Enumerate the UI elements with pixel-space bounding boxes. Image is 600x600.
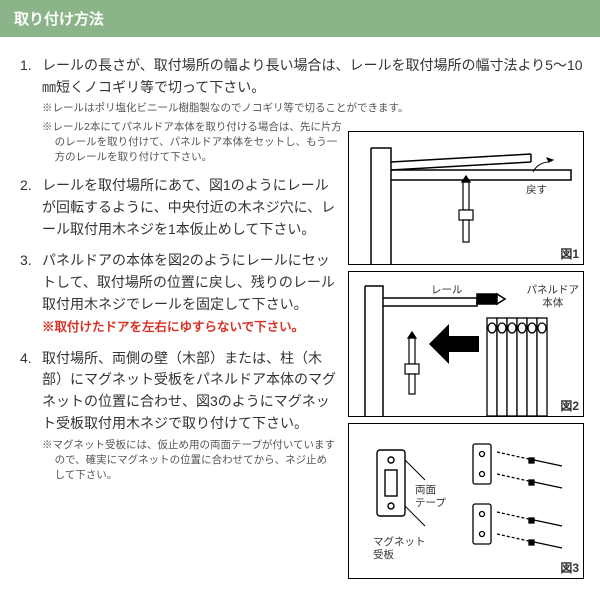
figure-1: 戻す 図1 [348, 131, 584, 265]
fig2-label: 図2 [560, 397, 579, 414]
figure-3: 両面 テープ マグネット 受板 図3 [348, 423, 584, 579]
header-title: 取り付け方法 [14, 11, 104, 28]
left-column: レールを取付場所にあて、図1のようにレールが回転するように、中央付近の木ネジ穴に… [16, 175, 336, 483]
fig2-ann1: レール [431, 282, 463, 297]
fig3-label: 図3 [560, 559, 579, 576]
step-4-note1: ※マグネット受板には、仮止め用の両面テープが付いていますので、確実にマグネットの… [42, 438, 336, 484]
fig2-ann2: パネルドア 本体 [527, 284, 580, 309]
fig1-ann1: 戻す [526, 182, 547, 197]
fig3-ann1: 両面 テープ [415, 484, 446, 509]
content: レールの長さが、取付場所の幅より長い場合は、レールを取付場所の幅寸法より5～10… [0, 37, 600, 509]
step-3-warn: ※取付けたドアを左右にゆすらないで下さい。 [42, 318, 336, 337]
right-column: 戻す 図1 [348, 131, 584, 585]
steps-list-2: レールを取付場所にあて、図1のようにレールが回転するように、中央付近の木ネジ穴に… [16, 175, 336, 483]
step-1-text: レールの長さが、取付場所の幅より長い場合は、レールを取付場所の幅寸法より5～10… [42, 57, 583, 95]
fig1-label: 図1 [560, 245, 579, 262]
figure-1-svg [349, 132, 583, 266]
step-2-text: レールを取付場所にあて、図1のようにレールが回転するように、中央付近の木ネジ穴に… [42, 177, 335, 236]
step-1-note1: ※レールはポリ塩化ビニール樹脂製なのでノコギリ等で切ることができます。 [42, 101, 584, 116]
header: 取り付け方法 [0, 0, 600, 37]
step-2: レールを取付場所にあて、図1のようにレールが回転するように、中央付近の木ネジ穴に… [16, 175, 336, 240]
step-4-text: 取付場所、両側の壁（木部）または、柱（木部）にマグネット受板をパネルドア本体のマ… [42, 350, 336, 431]
step-3: パネルドアの本体を図2のようにレールにセットして、取付場所の位置に戻し、残りのレ… [16, 250, 336, 337]
step-3-text: パネルドアの本体を図2のようにレールにセットして、取付場所の位置に戻し、残りのレ… [42, 252, 335, 311]
figure-2: レール パネルドア 本体 図2 [348, 271, 584, 417]
arrow-left-icon [429, 324, 479, 364]
step-1-note2: ※レール2本にてパネルドア本体を取り付ける場合は、先に片方のレールを取り付けて、… [42, 120, 342, 166]
fig3-ann2: マグネット 受板 [373, 536, 426, 561]
step-4: 取付場所、両側の壁（木部）または、柱（木部）にマグネット受板をパネルドア本体のマ… [16, 348, 336, 483]
